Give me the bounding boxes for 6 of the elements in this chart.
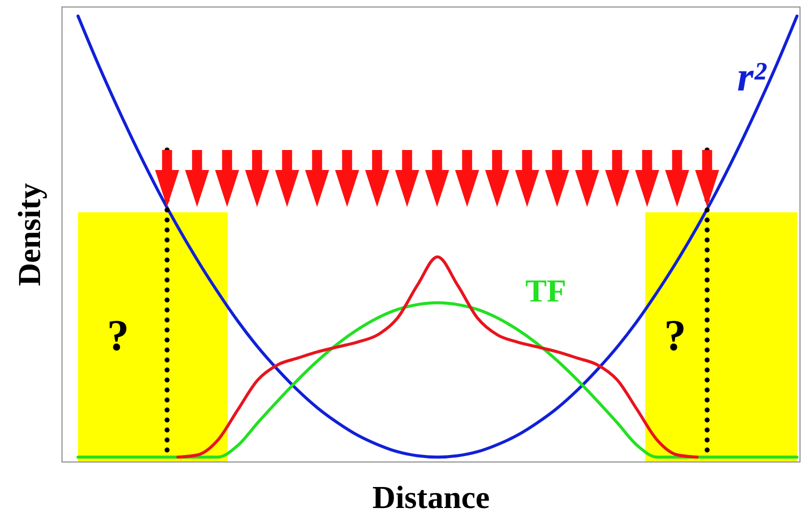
annotation: ? — [664, 311, 686, 360]
x-axis-title: Distance — [372, 479, 490, 515]
series-label: TF — [525, 272, 566, 309]
series-label: r² — [737, 54, 768, 101]
y-axis-title: Density — [11, 182, 47, 286]
annotation: ? — [106, 311, 129, 360]
